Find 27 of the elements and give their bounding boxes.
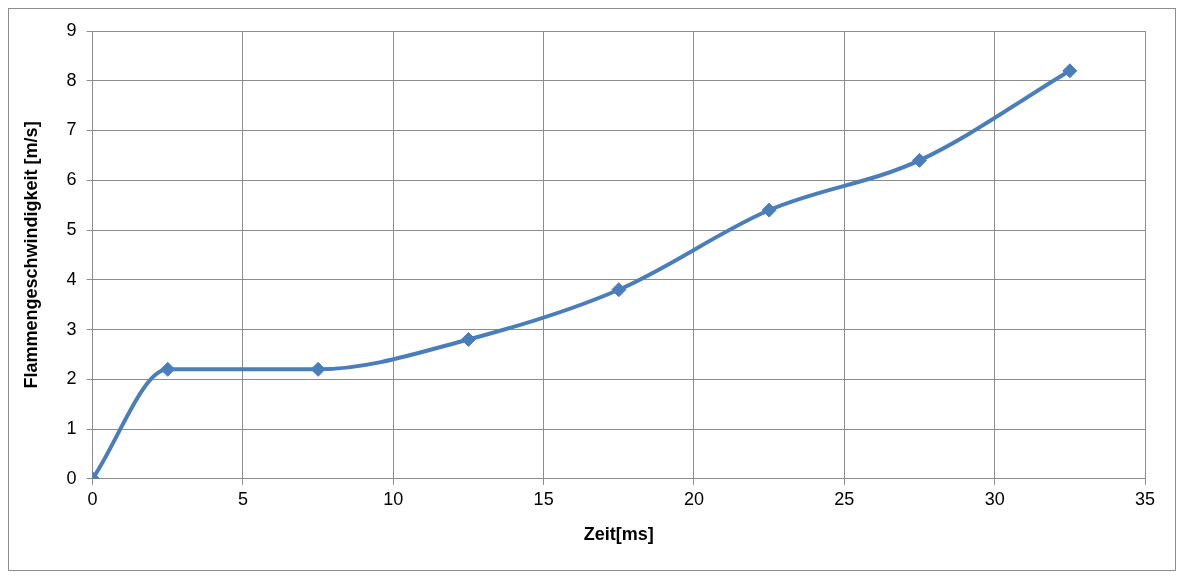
point — [611, 282, 627, 298]
y-axis-title: Flammengeschwindigkeit [m/s] — [20, 121, 41, 389]
x-tick-label: 30 — [984, 488, 1005, 509]
x-tick-label: 10 — [383, 488, 404, 509]
y-tick-label: 3 — [66, 318, 77, 339]
point — [1062, 63, 1078, 79]
x-tick-label: 35 — [1134, 488, 1156, 509]
x-tick-label: 15 — [533, 488, 554, 509]
y-tick-label: 9 — [66, 19, 77, 40]
point — [460, 331, 476, 347]
x-tick-label: 0 — [87, 488, 98, 509]
y-tick-label: 0 — [66, 467, 77, 488]
x-tick-label: 25 — [834, 488, 855, 509]
x-tick-label: 5 — [237, 488, 248, 509]
y-tick-label: 8 — [66, 69, 77, 90]
point — [160, 361, 176, 377]
y-tick-label: 5 — [66, 218, 77, 239]
point — [911, 152, 927, 168]
y-tick-label: 6 — [66, 169, 77, 190]
x-axis-title: Zeit[ms] — [583, 524, 654, 545]
point — [310, 361, 326, 377]
y-tick-label: 1 — [66, 418, 77, 439]
y-tick-label: 2 — [66, 368, 77, 389]
x-tick-label: 20 — [683, 488, 704, 509]
point — [761, 202, 777, 218]
y-tick-label: 4 — [66, 268, 77, 289]
y-tick-label: 7 — [66, 119, 77, 140]
